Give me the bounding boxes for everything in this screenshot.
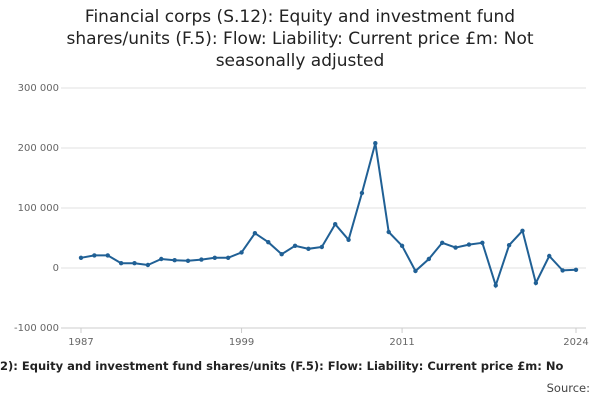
point xyxy=(533,280,539,286)
point xyxy=(547,253,552,259)
line xyxy=(80,142,577,289)
point xyxy=(105,253,110,258)
point xyxy=(239,250,244,255)
source: Source: xyxy=(546,381,590,395)
point xyxy=(292,243,298,248)
point xyxy=(145,262,151,268)
point xyxy=(440,240,445,245)
y-tick-label: 300 000 xyxy=(18,83,59,94)
point xyxy=(225,255,231,260)
point xyxy=(78,255,84,260)
y-tick-label: -100 000 xyxy=(14,323,59,334)
point xyxy=(132,261,137,266)
point xyxy=(212,255,217,260)
point xyxy=(252,231,258,236)
point xyxy=(520,228,525,233)
x-tick-label: 1999 xyxy=(229,337,254,348)
point xyxy=(266,240,271,245)
chart-title: Financial corps (S.12): Equity and inves… xyxy=(66,7,534,71)
point xyxy=(386,229,391,235)
point xyxy=(359,190,365,196)
footer: 2): Equity and investment fund shares/un… xyxy=(0,359,564,373)
point xyxy=(118,261,124,266)
point xyxy=(426,256,432,262)
point xyxy=(399,243,405,248)
y-tick-label: 100 000 xyxy=(18,203,59,214)
point xyxy=(506,243,512,248)
point xyxy=(172,258,177,263)
point xyxy=(346,237,351,242)
point xyxy=(199,257,204,262)
point xyxy=(159,256,164,262)
point xyxy=(373,141,378,146)
point xyxy=(413,268,418,274)
point xyxy=(92,253,97,258)
point xyxy=(480,240,485,245)
x-tick-label: 2024 xyxy=(563,337,588,348)
point xyxy=(493,283,498,288)
point xyxy=(332,222,338,227)
point xyxy=(279,252,284,257)
point xyxy=(319,244,325,250)
point xyxy=(560,268,565,273)
y-tick-label: 0 xyxy=(53,263,59,274)
point xyxy=(573,267,579,272)
x-tick-label: 2011 xyxy=(389,337,414,348)
point xyxy=(466,242,472,247)
y-tick-label: 200 000 xyxy=(18,143,59,154)
point xyxy=(185,258,191,263)
x-tick-label: 1987 xyxy=(68,337,93,348)
point xyxy=(453,245,458,250)
point xyxy=(306,246,311,251)
